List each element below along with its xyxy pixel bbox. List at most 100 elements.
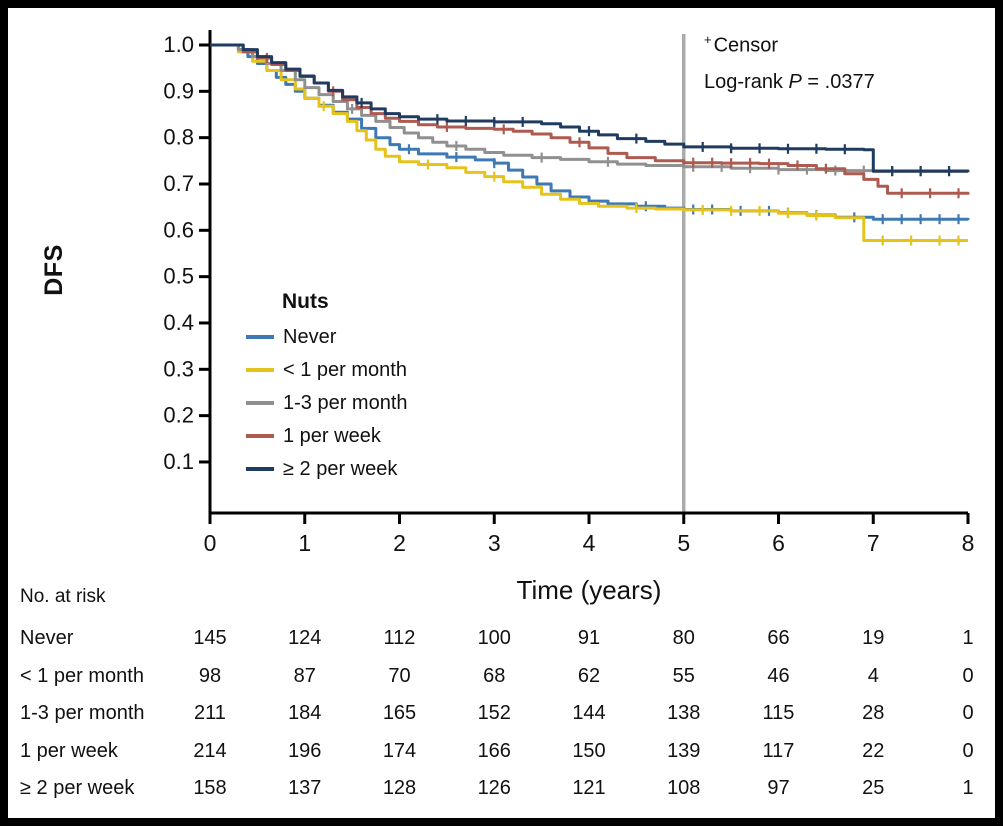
risk-count: 211 <box>194 702 226 724</box>
y-tick-label: 0.1 <box>163 449 194 474</box>
y-tick-label: 0.6 <box>163 217 194 242</box>
y-tick-label: 0.2 <box>163 403 194 428</box>
risk-row-label-1-3-per-month: 1-3 per month <box>20 702 145 724</box>
risk-count: 126 <box>477 777 511 799</box>
risk-count: 19 <box>862 627 885 649</box>
risk-count: 117 <box>762 739 795 762</box>
y-tick-label: 0.7 <box>163 171 194 196</box>
risk-count: 0 <box>962 702 974 724</box>
x-tick-label: 2 <box>393 530 406 556</box>
y-axis-label: DFS <box>40 244 68 296</box>
annotation-block: + Censor Log-rank P = .0377 <box>704 32 875 94</box>
risk-count: 108 <box>667 777 701 799</box>
risk-count: 150 <box>572 739 606 762</box>
risk-count: 165 <box>382 702 417 724</box>
risk-count: 137 <box>288 777 322 799</box>
risk-count: 97 <box>767 777 790 799</box>
risk-count: 22 <box>862 739 885 762</box>
x-tick-label: 4 <box>583 530 596 556</box>
risk-count: 112 <box>383 627 416 649</box>
legend-item-ge2-per-week: ≥ 2 per week <box>246 458 408 480</box>
risk-count: 46 <box>767 664 790 687</box>
risk-count: 152 <box>477 702 511 724</box>
risk-count: 1 <box>962 627 974 649</box>
risk-count: 166 <box>477 739 511 762</box>
risk-count: 128 <box>382 777 417 799</box>
x-tick-label: 6 <box>772 530 785 556</box>
legend-label-ge2-per-week: ≥ 2 per week <box>283 457 398 480</box>
legend-item-never: Never <box>246 326 408 348</box>
risk-count: 25 <box>862 777 885 799</box>
x-tick-label: 0 <box>204 530 217 556</box>
risk-count: 174 <box>382 739 417 762</box>
risk-count: 115 <box>762 702 795 724</box>
x-tick-label: 1 <box>298 530 311 556</box>
1-3-per-month-line-swatch <box>246 401 274 405</box>
risk-table-title: No. at risk <box>20 586 106 607</box>
risk-count: 196 <box>288 739 322 762</box>
lt1-per-month-line-swatch <box>246 368 274 372</box>
risk-count: 1 <box>962 777 974 799</box>
figure-inner: 0.1 0.2 0.3 0.4 0.5 0.6 0.7 0.8 0.9 1.0 0 1 2 3 4 5 6 7 8 … <box>8 8 995 818</box>
risk-count: 70 <box>388 664 411 687</box>
risk-count: 87 <box>293 664 316 687</box>
legend: Nuts Never < 1 per month 1-3 per month 1… <box>246 290 408 491</box>
risk-count: 68 <box>483 664 506 687</box>
risk-count: 28 <box>862 702 885 724</box>
x-tick-label: 7 <box>867 530 880 556</box>
km-series-lt1-per-month <box>210 43 968 246</box>
risk-count: 139 <box>667 739 701 762</box>
risk-count: 98 <box>198 664 222 687</box>
risk-row-label-lt1-per-month: < 1 per month <box>20 664 144 687</box>
y-tick-label: 0.8 <box>163 125 194 150</box>
risk-count: 145 <box>193 627 227 649</box>
legend-title: Nuts <box>282 290 329 313</box>
risk-count: 66 <box>767 627 790 649</box>
logrank-prefix: Log-rank <box>704 70 783 93</box>
y-tick-label: 1.0 <box>163 32 194 57</box>
risk-row-label-never: Never <box>20 627 74 649</box>
risk-count: 100 <box>477 627 511 649</box>
y-tick-label: 0.5 <box>163 264 194 289</box>
risk-count: 124 <box>288 627 322 649</box>
legend-item-1-3-per-month: 1-3 per month <box>246 392 408 414</box>
logrank-annotation: Log-rank P = .0377 <box>704 71 875 94</box>
legend-label-never: Never <box>283 325 337 348</box>
1-per-week-line-swatch <box>246 434 274 438</box>
x-tick-label: 5 <box>677 530 690 556</box>
risk-count: 0 <box>962 739 974 762</box>
risk-count: 214 <box>193 739 227 762</box>
legend-label-1-per-week: 1 per week <box>283 424 381 447</box>
risk-row-label-1-per-week: 1 per week <box>20 739 118 762</box>
legend-item-1-per-week: 1 per week <box>246 425 408 447</box>
risk-count: 144 <box>572 702 606 724</box>
km-curve-1-3-per-month <box>210 43 970 173</box>
risk-count: 184 <box>288 702 322 724</box>
x-tick-label: 8 <box>962 530 975 556</box>
risk-count: 80 <box>672 627 695 649</box>
legend-label-1-3-per-month: 1-3 per month <box>283 391 408 414</box>
logrank-p-symbol: P <box>788 70 802 93</box>
risk-count: 0 <box>962 664 974 687</box>
km-curve-lt1-per-month <box>210 43 968 242</box>
risk-count: 55 <box>672 664 695 687</box>
km-plot: 0.1 0.2 0.3 0.4 0.5 0.6 0.7 0.8 0.9 1.0 0 1 2 3 4 5 6 7 8 <box>163 30 975 556</box>
y-tick-label: 0.4 <box>163 310 194 335</box>
risk-count: 62 <box>577 664 601 687</box>
legend-item-lt1-per-month: < 1 per month <box>246 359 408 381</box>
risk-row-label-ge2-per-week: ≥ 2 per week <box>20 777 135 799</box>
risk-count: 91 <box>577 627 601 649</box>
risk-count: 158 <box>193 777 227 799</box>
logrank-value: = .0377 <box>807 70 875 93</box>
y-tick-label: 0.3 <box>163 356 194 381</box>
km-series-ge2-per-week <box>210 43 970 177</box>
censor-annotation: + Censor <box>704 32 875 58</box>
x-tick-label: 3 <box>488 530 501 556</box>
y-tick-label: 0.9 <box>163 78 194 103</box>
never-line-swatch <box>246 335 274 339</box>
ge2-per-week-line-swatch <box>246 467 274 471</box>
risk-count: 121 <box>572 777 606 799</box>
x-axis-label: Time (years) <box>516 575 662 605</box>
censor-label: Censor <box>713 34 779 57</box>
